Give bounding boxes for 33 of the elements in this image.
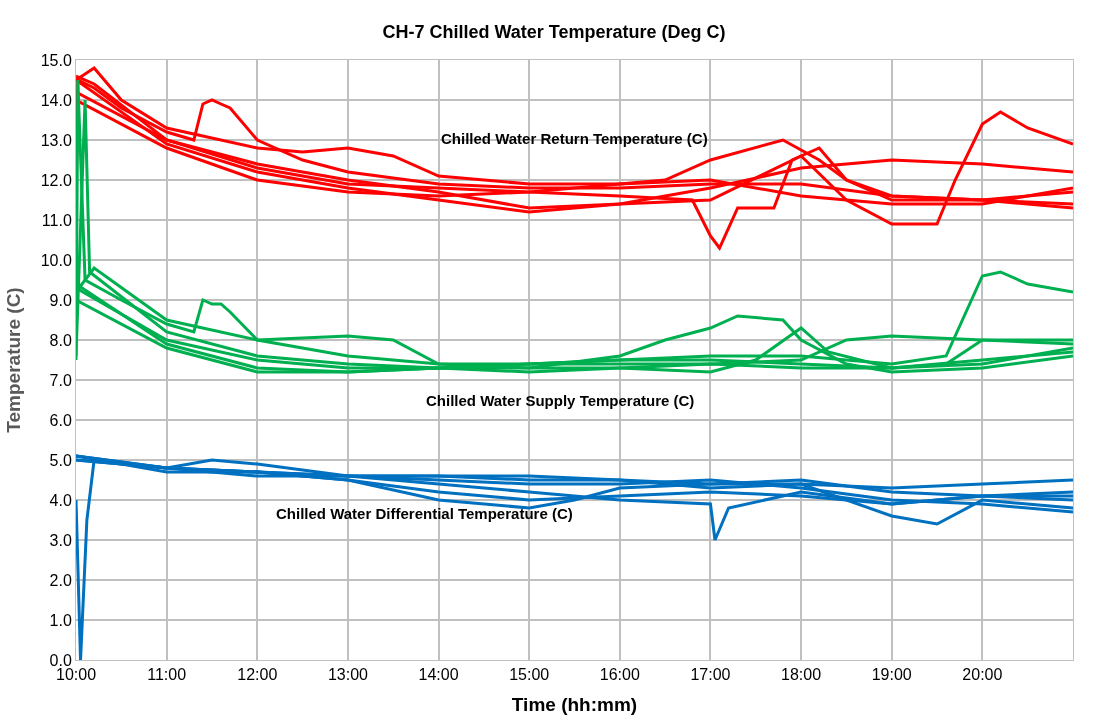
x-tick-label: 17:00: [690, 666, 731, 684]
y-tick-label: 14.0: [40, 91, 72, 109]
x-tick-label: 16:00: [599, 666, 640, 684]
y-axis-title: Temperature (C): [2, 287, 24, 433]
y-tick-label: 12.0: [40, 171, 72, 189]
x-tick-label: 19:00: [871, 666, 912, 684]
y-tick-label: 11.0: [41, 211, 72, 229]
y-tick-label: 10.0: [40, 251, 72, 269]
x-tick-label: 15:00: [509, 666, 550, 684]
y-tick-label: 4.0: [49, 491, 72, 509]
y-tick-label: 9.0: [49, 291, 72, 309]
x-tick-label: 10:00: [55, 666, 97, 684]
y-tick-label: 1.0: [49, 611, 72, 629]
x-tick-label: 20:00: [962, 666, 1003, 684]
x-axis-title: Time (hh:mm): [511, 694, 638, 715]
y-tick-label: 15.0: [40, 51, 72, 69]
x-tick-label: 13:00: [327, 666, 369, 684]
y-tick-label: 8.0: [49, 331, 72, 349]
x-tick-label: 11:00: [147, 666, 187, 684]
annotation: Chilled Water Differential Temperature (C): [276, 505, 573, 522]
y-tick-label: 3.0: [49, 531, 72, 549]
y-tick-label: 7.0: [49, 371, 72, 389]
annotation: Chilled Water Supply Temperature (C): [426, 392, 695, 409]
x-tick-label: 12:00: [237, 666, 278, 684]
y-tick-label: 2.0: [49, 571, 72, 589]
y-tick-label: 0.0: [49, 651, 72, 669]
annotation: Chilled Water Return Temperature (C): [441, 130, 708, 147]
x-tick-label: 14:00: [418, 666, 459, 684]
y-tick-label: 13.0: [40, 131, 72, 149]
y-tick-label: 5.0: [49, 451, 72, 469]
y-tick-label: 6.0: [49, 411, 72, 429]
x-tick-label: 18:00: [781, 666, 822, 684]
chart-title: CH-7 Chilled Water Temperature (Deg C): [382, 21, 726, 42]
